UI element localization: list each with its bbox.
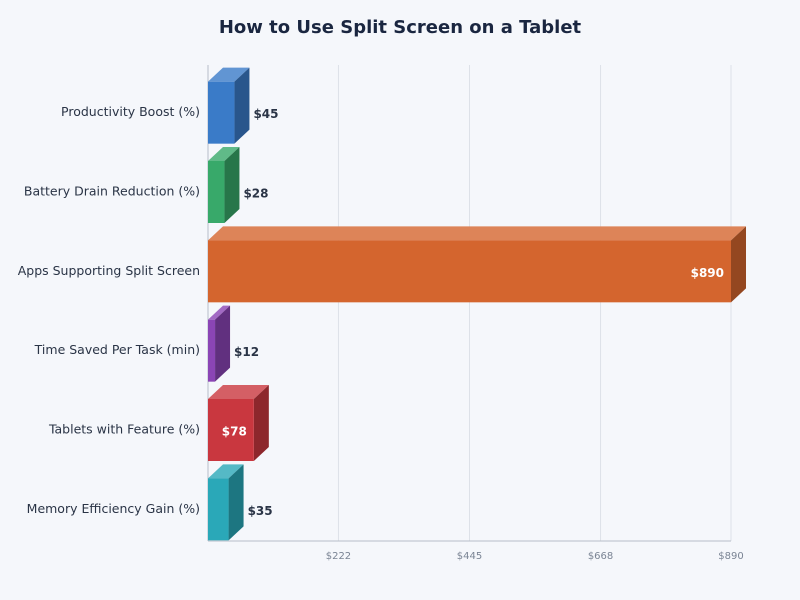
bar-side-face: [224, 147, 240, 223]
bar: [208, 399, 254, 461]
bar-top-face: [208, 226, 746, 241]
chart-title: How to Use Split Screen on a Tablet: [219, 17, 582, 38]
bar-top-face: [208, 385, 269, 399]
x-tick-label: $890: [718, 551, 743, 562]
y-tick-label: Memory Efficiency Gain (%): [27, 501, 200, 516]
bar-top-face: [208, 147, 240, 161]
bar-side-face: [234, 67, 250, 144]
y-tick-label: Battery Drain Reduction (%): [24, 184, 200, 199]
y-tick-label: Time Saved Per Task (min): [34, 342, 200, 357]
bar-top-face: [208, 67, 250, 82]
bar: [208, 240, 731, 303]
value-label: $890: [691, 266, 724, 280]
x-tick-label: $445: [457, 551, 482, 562]
bar-top-face: [208, 464, 244, 479]
bar-side-face: [228, 464, 244, 541]
bar-side-face: [731, 226, 746, 303]
bar-top-face: [208, 305, 231, 320]
value-label: $28: [243, 187, 268, 201]
x-tick-label: $668: [588, 551, 613, 562]
bar: [208, 161, 225, 223]
value-label: $12: [234, 345, 259, 359]
y-tick-label: Productivity Boost (%): [61, 104, 200, 119]
x-tick-label: $222: [326, 551, 351, 562]
bar-side-face: [253, 385, 269, 461]
y-tick-label: Apps Supporting Split Screen: [18, 263, 200, 278]
bar-side-face: [215, 305, 231, 382]
bar: [208, 81, 235, 144]
value-label: $78: [222, 425, 247, 439]
y-tick-label: Tablets with Feature (%): [48, 422, 200, 437]
value-label: $35: [248, 504, 273, 518]
bar: [208, 478, 229, 541]
bar: [208, 319, 216, 382]
value-label: $45: [253, 107, 278, 121]
